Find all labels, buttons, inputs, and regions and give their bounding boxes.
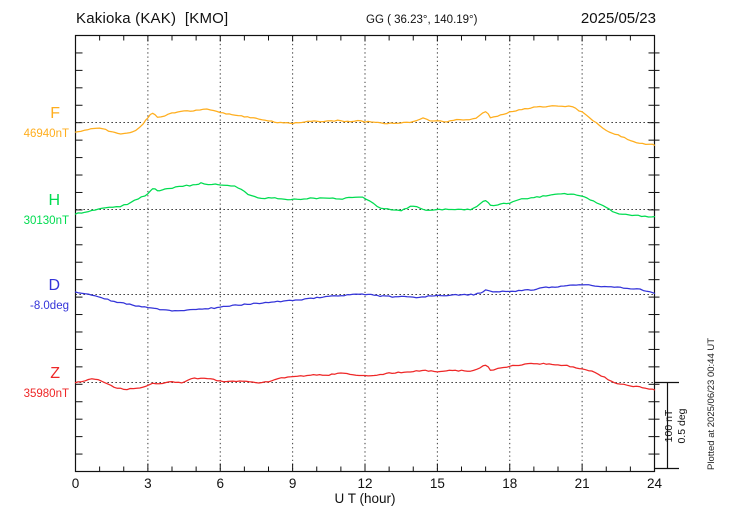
x-tick-label: 18 xyxy=(502,476,518,491)
observation-date: 2025/05/23 xyxy=(580,10,656,27)
x-tick-label: 15 xyxy=(429,476,445,491)
x-tick-label: 0 xyxy=(71,476,80,491)
x-tick-label: 9 xyxy=(288,476,297,491)
component-label-D: D xyxy=(48,276,60,294)
component-label-H: H xyxy=(48,191,60,209)
x-tick-label: 6 xyxy=(216,476,224,491)
component-baseline-value-Z: 35980nT xyxy=(23,387,69,400)
x-tick-label: 21 xyxy=(574,476,590,491)
trace-H xyxy=(74,182,656,218)
plotted-at-timestamp: Plotted at 2025/06/23 00:44 UT xyxy=(706,337,717,470)
component-label-F: F xyxy=(50,104,60,122)
x-axis-label: U T (hour) xyxy=(334,491,396,506)
geographic-coordinates: GG ( 36.23°, 140.19°) xyxy=(366,14,478,26)
trace-F xyxy=(74,105,656,146)
trace-Z xyxy=(74,362,656,391)
component-baseline-value-H: 30130nT xyxy=(23,214,69,227)
trace-D xyxy=(74,284,656,312)
scale-bar-labels: 100 nT 0.5 deg xyxy=(663,404,689,448)
x-tick-label: 24 xyxy=(646,476,663,491)
x-tick-label: 12 xyxy=(357,476,373,491)
x-tick-label: 3 xyxy=(144,476,152,491)
scale-bar-deg-label: 0.5 deg xyxy=(676,408,688,444)
component-label-Z: Z xyxy=(50,364,60,382)
station-title: Kakioka (KAK) [KMO] xyxy=(76,10,229,27)
scale-bar-nt-label: 100 nT xyxy=(663,409,675,443)
component-baseline-value-D: -8.0deg xyxy=(29,299,69,312)
component-baseline-value-F: 46940nT xyxy=(23,127,69,140)
plot-frame xyxy=(74,34,656,473)
